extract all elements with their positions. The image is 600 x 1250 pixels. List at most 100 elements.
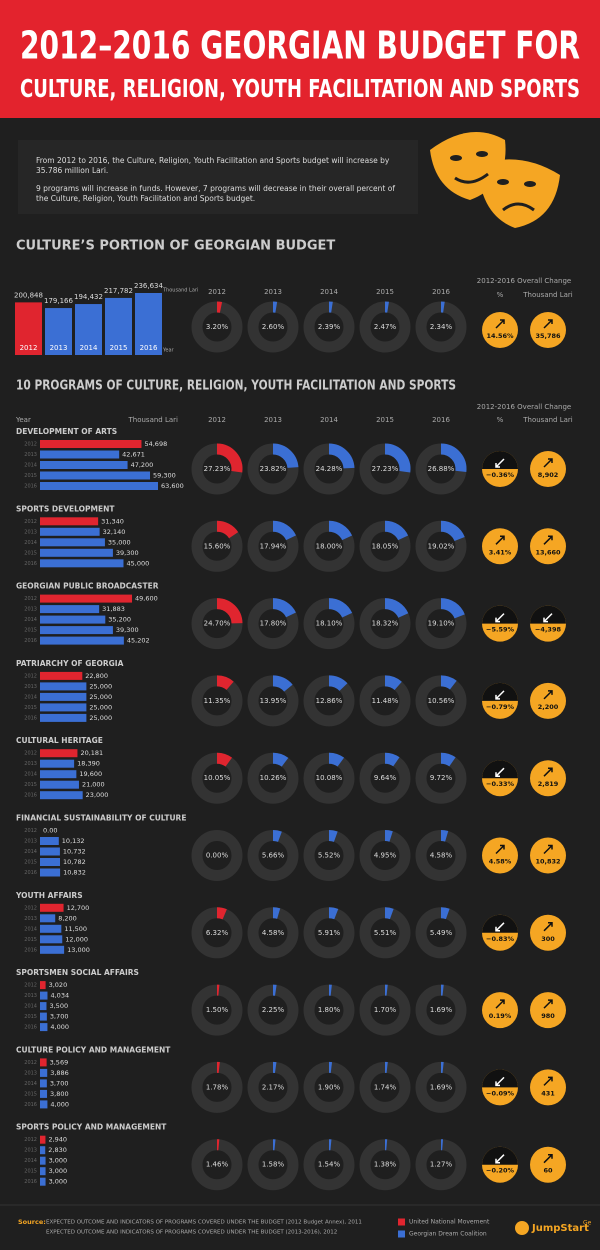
axis-label: Year <box>162 348 175 354</box>
budget-bar <box>75 304 102 355</box>
change-label: 2,819 <box>538 780 559 788</box>
program-name: CULTURE POLICY AND MANAGEMENT <box>16 1045 171 1054</box>
budget-bar <box>105 297 132 355</box>
donut-label: 1.69% <box>430 1083 453 1091</box>
bar-year: 2014 <box>24 1004 37 1010</box>
bar-label: 10,782 <box>63 858 86 866</box>
change-label: 60 <box>543 1167 553 1175</box>
bar-year: 2013 <box>24 993 37 999</box>
bar-label: 25,000 <box>89 703 112 711</box>
arrow <box>495 613 505 623</box>
bar-year: 2013 <box>24 529 37 535</box>
bar-label: 3,886 <box>50 1069 69 1077</box>
bar-label: 42,671 <box>122 451 145 459</box>
donut-label: 10.56% <box>428 697 455 705</box>
program-bar <box>40 703 87 712</box>
donut-arc <box>440 443 467 473</box>
bar-year: 2016 <box>24 870 37 876</box>
program-bar <box>40 440 142 448</box>
change-label: −0.09% <box>486 1089 514 1097</box>
arrow <box>543 458 553 468</box>
donut-label: 1.78% <box>206 1083 229 1091</box>
change-heading: 2012-2016 Overall Change <box>477 277 571 285</box>
bar-year: 2016 <box>24 715 37 721</box>
donut-arc <box>272 443 299 469</box>
bar-label: 3,000 <box>49 1167 68 1175</box>
intro-text: 9 programs will increase in funds. Howev… <box>36 184 395 203</box>
donut-label: 13.95% <box>260 697 287 705</box>
bar-year: 2012 <box>24 442 37 448</box>
bar-label: 20,181 <box>80 749 103 757</box>
change-badge <box>530 837 566 874</box>
bar-year: 2016 <box>24 1102 37 1108</box>
donut-arc <box>272 598 296 618</box>
arrow <box>543 999 553 1009</box>
intro-box <box>18 140 418 214</box>
donut-label: 18.32% <box>372 620 399 628</box>
bar-label: 21,000 <box>82 781 105 789</box>
bar-label: 194,432 <box>74 293 103 301</box>
change-label: −0.83% <box>486 935 514 943</box>
bar-year: 2013 <box>24 1148 37 1154</box>
bar-year: 2014 <box>24 463 37 469</box>
intro: From 2012 to 2016, the Culture, Religion… <box>36 156 396 212</box>
program-bar <box>40 517 99 526</box>
budget-bar <box>15 302 42 355</box>
arrow <box>495 1076 505 1087</box>
donut-label: 19.02% <box>428 542 455 550</box>
bar-label: 217,782 <box>104 287 133 295</box>
bar-label: 18,390 <box>77 760 100 768</box>
bar-label: 45,202 <box>127 637 150 645</box>
donut-arc <box>384 520 409 541</box>
bar-label: 11,500 <box>64 925 87 933</box>
change-badge <box>530 992 566 1029</box>
donut-label: 1.46% <box>206 1161 229 1169</box>
bar-year: 2014 <box>24 849 37 855</box>
donut-label: 1.38% <box>374 1161 397 1169</box>
year-header: 2014 <box>320 288 338 296</box>
program-bar <box>40 1167 46 1176</box>
badge-top <box>482 760 518 779</box>
program-bar <box>40 713 87 722</box>
bar-label: 10,132 <box>62 837 85 845</box>
bar-label: 3,000 <box>49 1157 68 1165</box>
arrow <box>543 690 553 700</box>
change-badge <box>530 451 566 487</box>
program-bar <box>40 450 120 459</box>
bar-year: 2016 <box>140 344 158 352</box>
legend-swatch <box>398 1230 405 1238</box>
bar-label: 4,000 <box>50 1100 69 1108</box>
bar-year: 2012 <box>24 751 37 757</box>
program-bar <box>40 671 83 680</box>
bar-label: 12,700 <box>67 904 90 912</box>
column-label: % <box>497 416 504 424</box>
program-bar <box>40 1023 48 1032</box>
bar-label: 49,600 <box>135 595 158 603</box>
program-name: SPORTSMEN SOCIAL AFFAIRS <box>16 968 139 977</box>
bar-label: 19,600 <box>79 770 102 778</box>
program-bar <box>40 605 100 614</box>
legend-label: Georgian Dream Coalition <box>409 1231 487 1238</box>
bar-label: 25,000 <box>89 682 112 690</box>
bar-label: 13,000 <box>67 946 90 954</box>
program-bar <box>40 858 61 866</box>
donut-label: 9.64% <box>374 774 397 782</box>
program-bar <box>40 1135 46 1144</box>
donut-label: 11.48% <box>372 697 399 705</box>
arrow <box>495 458 505 468</box>
donut-label: 1.27% <box>430 1161 453 1169</box>
program-bar <box>40 935 63 944</box>
change-label: 14.56% <box>486 332 514 340</box>
bar-year: 2012 <box>24 983 37 989</box>
program-bar <box>40 1012 47 1021</box>
badge-top <box>482 1069 518 1088</box>
bar-label: 3,569 <box>50 1058 69 1066</box>
donut-label: 15.60% <box>204 542 231 550</box>
program-bar <box>40 759 75 768</box>
change-badge <box>530 914 566 951</box>
header-band <box>0 0 600 118</box>
change-label: −4,398 <box>535 626 561 634</box>
donut-label: 4.95% <box>374 852 397 860</box>
